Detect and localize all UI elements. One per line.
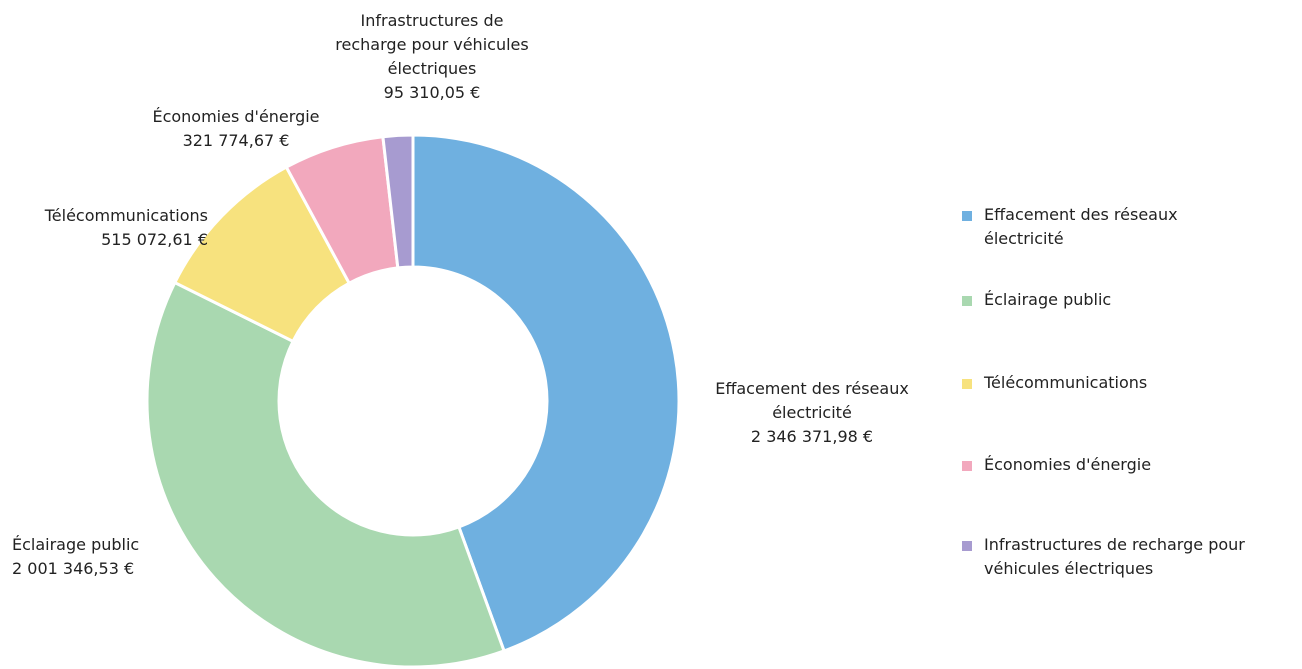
slice-label-telecommunications: Télécommunications 515 072,61 € (8, 204, 208, 252)
slice-eclairage-public (145, 280, 506, 669)
slice-label-line: Infrastructures de (360, 11, 504, 30)
legend-label-line: Infrastructures de recharge pour (984, 535, 1245, 554)
slice-label-line: Télécommunications (44, 206, 208, 225)
slice-label-line: 2 001 346,53 € (12, 559, 135, 578)
slice-label-line: recharge pour véhicules (335, 35, 529, 54)
legend-label: Éclairage public (962, 288, 1294, 312)
legend-label-line: Économies d'énergie (984, 455, 1152, 474)
legend-label-line: électricité (984, 229, 1064, 248)
legend-swatch (962, 541, 972, 551)
slice-infrastructures-de-recharge-pour-vehicules-electriques (381, 133, 415, 270)
legend-swatch (962, 461, 972, 471)
legend-label-line: Télécommunications (984, 373, 1148, 392)
slice-label-effacement-des-reseaux-electricite: Effacement des réseaux électricité 2 346 3… (692, 377, 932, 449)
legend-swatch (962, 211, 972, 221)
slice-label-line: 321 774,67 € (182, 131, 290, 150)
legend-label-line: Éclairage public (984, 290, 1112, 309)
slice-label-line: Effacement des réseaux (715, 379, 909, 398)
legend-item-economies-d-energie: Économies d'énergie (962, 453, 1294, 477)
legend-label: Économies d'énergie (962, 453, 1294, 477)
slice-label-infrastructures-de-recharge-pour-vehicules-electriques: Infrastructures de recharge pour véhicule… (312, 9, 552, 105)
slice-label-economies-d-energie: Économies d'énergie 321 774,67 € (136, 105, 336, 153)
legend-item-infrastructures-de-recharge-pour-vehicules-electriques: Infrastructures de recharge pour véhicule… (962, 533, 1294, 581)
legend-label-line: Effacement des réseaux (984, 205, 1178, 224)
slice-label-line: électricité (772, 403, 852, 422)
legend-swatch (962, 379, 972, 389)
slice-label-eclairage-public: Éclairage public 2 001 346,53 € (12, 533, 212, 581)
slice-label-line: 515 072,61 € (101, 230, 208, 249)
slice-label-line: électriques (387, 59, 477, 78)
slice-label-line: 95 310,05 € (383, 83, 481, 102)
legend-swatch (962, 296, 972, 306)
legend-item-telecommunications: Télécommunications (962, 371, 1294, 395)
donut-slices (145, 133, 681, 669)
legend-label: Effacement des réseaux électricité (962, 203, 1294, 251)
slice-label-line: Économies d'énergie (152, 107, 320, 126)
slice-label-line: Éclairage public (12, 535, 140, 554)
slice-label-line: 2 346 371,98 € (750, 427, 874, 446)
legend-item-eclairage-public: Éclairage public (962, 288, 1294, 312)
slice-effacement-des-reseaux-electricite (411, 133, 681, 653)
legend-item-effacement-des-reseaux-electricite: Effacement des réseaux électricité (962, 203, 1294, 251)
legend-label: Télécommunications (962, 371, 1294, 395)
legend-label: Infrastructures de recharge pour véhicule… (962, 533, 1294, 581)
legend-label-line: véhicules électriques (984, 559, 1154, 578)
